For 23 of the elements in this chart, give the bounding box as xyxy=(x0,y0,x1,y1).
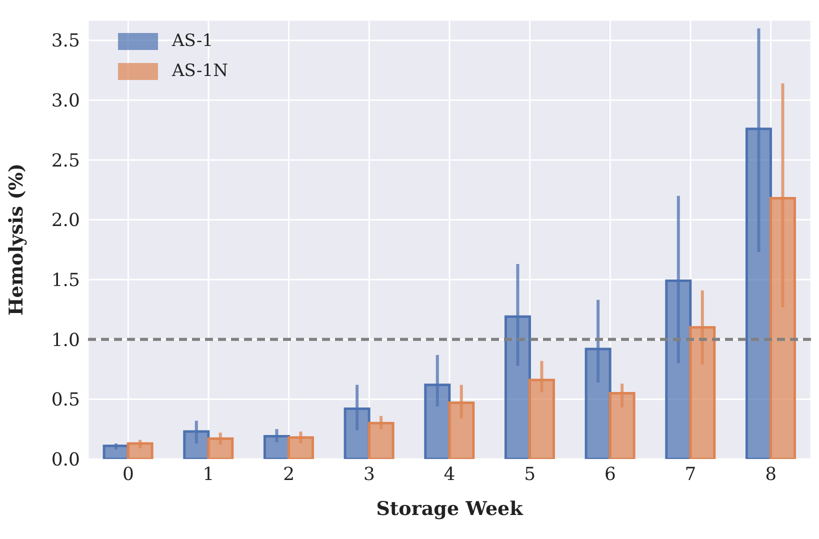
x-tick-label: 7 xyxy=(684,464,696,485)
x-tick-label: 0 xyxy=(122,464,134,485)
x-tick-label: 3 xyxy=(363,464,375,485)
legend-label: AS-1 xyxy=(172,31,214,51)
bar xyxy=(102,444,130,459)
y-axis-title: Hemolysis (%) xyxy=(6,163,28,316)
y-tick-label: 1.5 xyxy=(51,270,80,291)
x-tick-label: 5 xyxy=(524,464,536,485)
x-axis-title: Storage Week xyxy=(376,498,524,520)
y-tick-label: 2.0 xyxy=(51,210,80,232)
legend-label: AS-1N xyxy=(172,61,228,81)
bar xyxy=(126,442,154,459)
y-tick-label: 1.0 xyxy=(51,330,80,351)
x-tick-label: 8 xyxy=(765,464,777,485)
y-tick-label: 2.5 xyxy=(51,150,80,172)
x-tick-label: 6 xyxy=(604,464,616,485)
y-tick-label: 0.5 xyxy=(51,390,80,411)
y-tick-label: 3.0 xyxy=(51,90,80,112)
y-tick-label: 0.0 xyxy=(51,449,80,470)
x-tick-label: 4 xyxy=(444,464,456,485)
y-tick-label: 3.5 xyxy=(51,30,80,52)
x-tick-label: 1 xyxy=(202,464,214,485)
x-tick-label: 2 xyxy=(283,464,295,485)
